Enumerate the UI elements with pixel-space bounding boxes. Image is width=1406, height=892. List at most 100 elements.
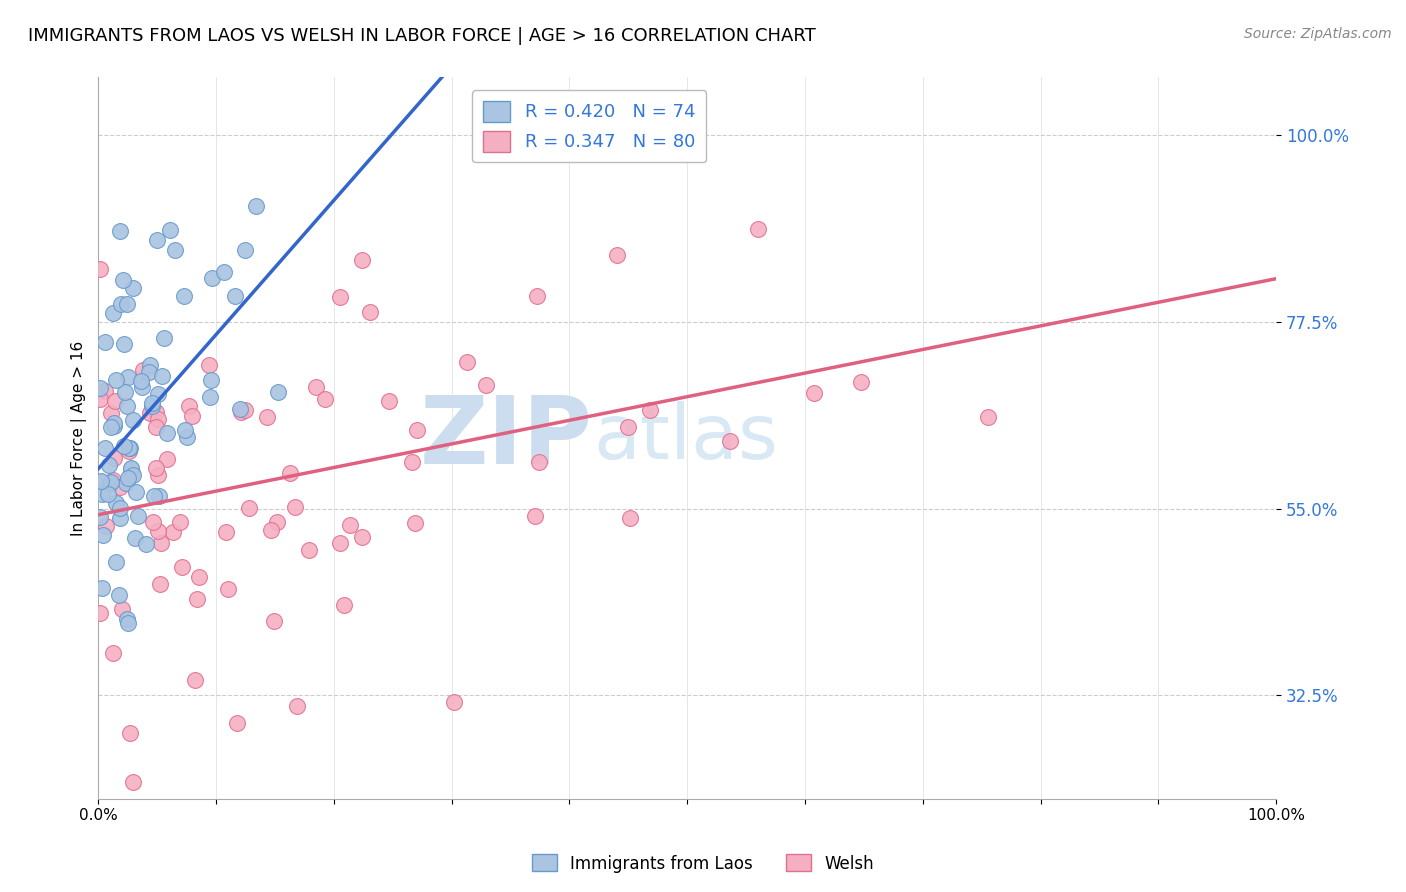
Point: [174, 424, 197, 438]
Point: [173, 288, 195, 302]
Point: [150, 535, 173, 549]
Point: [214, 264, 236, 278]
Point: [215, 525, 238, 540]
Point: [617, 420, 640, 434]
Point: [105, 496, 128, 510]
Point: [118, 444, 141, 458]
Point: [117, 471, 139, 485]
Text: IMMIGRANTS FROM LAOS VS WELSH IN LABOR FORCE | AGE > 16 CORRELATION CHART: IMMIGRANTS FROM LAOS VS WELSH IN LABOR F…: [28, 27, 815, 45]
Point: [188, 570, 211, 584]
Point: [527, 455, 550, 469]
Point: [114, 476, 136, 491]
Point: [150, 368, 173, 383]
Point: [108, 588, 131, 602]
Point: [122, 412, 145, 426]
Point: [115, 400, 138, 414]
Y-axis label: In Labor Force | Age > 16: In Labor Force | Age > 16: [72, 341, 87, 536]
Point: [228, 402, 250, 417]
Legend: Immigrants from Laos, Welsh: Immigrants from Laos, Welsh: [526, 847, 880, 880]
Point: [125, 485, 148, 500]
Point: [298, 543, 321, 558]
Point: [110, 510, 132, 524]
Point: [148, 489, 170, 503]
Point: [98, 458, 121, 473]
Point: [100, 419, 122, 434]
Point: [138, 366, 160, 380]
Point: [605, 248, 627, 262]
Point: [143, 490, 166, 504]
Point: [238, 501, 260, 516]
Point: [456, 355, 478, 369]
Point: [103, 450, 125, 465]
Point: [165, 243, 187, 257]
Point: [112, 273, 135, 287]
Point: [129, 374, 152, 388]
Point: [118, 726, 141, 740]
Point: [98, 475, 121, 490]
Point: [148, 412, 170, 426]
Point: [145, 461, 167, 475]
Point: [329, 290, 352, 304]
Point: [103, 473, 125, 487]
Point: [114, 384, 136, 399]
Point: [406, 423, 429, 437]
Point: [112, 439, 135, 453]
Point: [176, 430, 198, 444]
Point: [475, 377, 498, 392]
Point: [89, 380, 111, 394]
Point: [186, 591, 208, 606]
Point: [499, 120, 522, 135]
Point: [117, 297, 139, 311]
Point: [112, 337, 135, 351]
Point: [118, 441, 141, 455]
Point: [91, 475, 114, 489]
Point: [352, 252, 374, 267]
Point: [104, 374, 127, 388]
Point: [181, 409, 204, 423]
Point: [329, 536, 352, 550]
Point: [156, 452, 179, 467]
Point: [110, 297, 132, 311]
Point: [104, 555, 127, 569]
Point: [139, 358, 162, 372]
Point: [117, 370, 139, 384]
Point: [977, 409, 1000, 424]
Point: [177, 399, 200, 413]
Point: [89, 606, 111, 620]
Point: [339, 517, 361, 532]
Point: [231, 405, 253, 419]
Point: [159, 223, 181, 237]
Point: [104, 393, 127, 408]
Point: [260, 523, 283, 537]
Point: [162, 524, 184, 539]
Point: [90, 486, 112, 500]
Point: [263, 614, 285, 628]
Point: [200, 271, 222, 285]
Point: [359, 305, 381, 319]
Point: [89, 510, 111, 524]
Point: [122, 281, 145, 295]
Text: ZIP: ZIP: [420, 392, 593, 484]
Point: [120, 442, 142, 456]
Point: [94, 518, 117, 533]
Point: [94, 384, 117, 398]
Point: [314, 392, 336, 406]
Point: [97, 487, 120, 501]
Point: [849, 376, 872, 390]
Point: [90, 474, 112, 488]
Point: [145, 234, 167, 248]
Point: [120, 462, 142, 476]
Point: [139, 406, 162, 420]
Point: [89, 392, 111, 406]
Point: [404, 516, 426, 530]
Point: [103, 419, 125, 434]
Point: [640, 403, 662, 417]
Point: [101, 647, 124, 661]
Point: [108, 500, 131, 515]
Point: [132, 362, 155, 376]
Point: [135, 537, 157, 551]
Point: [183, 673, 205, 687]
Point: [145, 419, 167, 434]
Point: [523, 509, 546, 524]
Point: [378, 394, 401, 409]
